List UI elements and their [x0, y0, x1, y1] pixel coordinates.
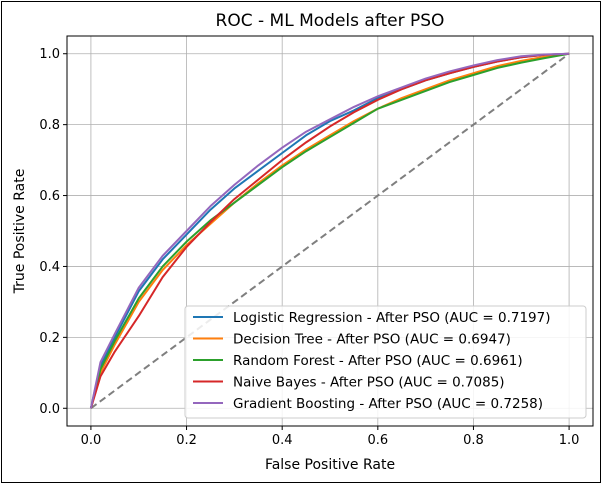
- reference-line: [90, 52, 570, 410]
- legend-label: Logistic Regression - After PSO (AUC = 0…: [233, 310, 551, 326]
- y-tick-label: 0.6: [39, 189, 60, 204]
- plot-area-border: [66, 35, 594, 427]
- legend-label: Gradient Boosting - After PSO (AUC = 0.7…: [233, 396, 543, 412]
- y-tick-label: 0.4: [39, 260, 60, 275]
- x-tick-label: 0.2: [176, 433, 197, 448]
- legend-label: Naive Bayes - After PSO (AUC = 0.7085): [233, 375, 505, 391]
- y-axis-ticks: 0.0 0.2 0.4 0.6 0.8 1.0: [39, 47, 67, 417]
- x-tick-label: 1.0: [559, 433, 580, 448]
- x-tick-label: 0.8: [463, 433, 484, 448]
- x-tick-label: 0.6: [367, 433, 388, 448]
- legend-box: [184, 305, 587, 419]
- y-tick-label: 0.8: [39, 118, 60, 133]
- legend: Logistic Regression - After PSO (AUC = 0…: [184, 305, 587, 419]
- legend-label: Decision Tree - After PSO (AUC = 0.6947): [233, 332, 511, 348]
- series-line-3: [89, 52, 570, 409]
- legend-label: Random Forest - After PSO (AUC = 0.6961): [233, 353, 523, 369]
- series-line-5: [89, 52, 570, 409]
- series-line-4: [89, 52, 570, 409]
- x-axis-label: False Positive Rate: [265, 457, 395, 473]
- x-axis-ticks: 0.0 0.2 0.4 0.6 0.8 1.0: [81, 426, 580, 448]
- y-tick-label: 1.0: [39, 47, 60, 62]
- series-lines: [89, 52, 570, 409]
- x-tick-label: 0.0: [81, 433, 102, 448]
- y-tick-label: 0.2: [39, 331, 60, 346]
- reference-diagonal: [90, 52, 570, 410]
- y-axis-label: True Positive Rate: [12, 169, 28, 295]
- y-tick-label: 0.0: [39, 402, 60, 417]
- series-line-2: [89, 52, 570, 409]
- x-tick-label: 0.4: [272, 433, 293, 448]
- chart-title: ROC - ML Models after PSO: [216, 11, 445, 31]
